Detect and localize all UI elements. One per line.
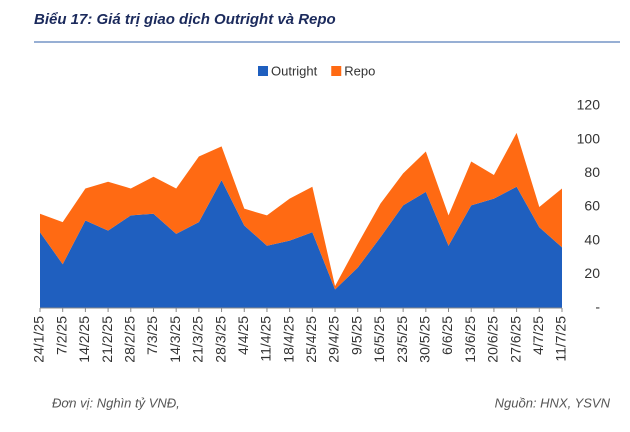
x-tick-label: 28/3/25	[212, 316, 228, 363]
y-tick-label: 100	[577, 130, 601, 146]
area-repo	[40, 132, 562, 290]
y-tick-label: 20	[584, 265, 600, 281]
x-tick-label: 11/4/25	[258, 316, 274, 362]
y-tick-label: 60	[584, 198, 600, 214]
x-tick-label: 30/5/25	[417, 316, 433, 363]
y-tick-label: 40	[584, 231, 600, 247]
x-tick-label: 4/4/25	[235, 316, 251, 355]
legend-label: Outright	[271, 63, 318, 78]
y-tick-label: -	[595, 299, 600, 315]
x-tick-label: 21/2/25	[99, 316, 115, 363]
x-tick-label: 24/1/25	[31, 316, 47, 363]
x-tick-label: 4/7/25	[530, 316, 546, 355]
area-outright	[40, 180, 562, 308]
x-tick-label: 29/4/25	[326, 316, 342, 363]
unit-note: Đơn vị: Nghìn tỷ VNĐ,	[52, 395, 180, 410]
x-tick-label: 23/5/25	[394, 316, 410, 363]
x-tick-label: 18/4/25	[280, 316, 296, 363]
x-tick-label: 27/6/25	[507, 316, 523, 363]
y-tick-label: 120	[577, 97, 601, 113]
x-tick-label: 7/3/25	[144, 316, 160, 355]
x-tick-label: 16/5/25	[371, 316, 387, 363]
x-tick-label: 14/3/25	[167, 316, 183, 363]
x-tick-label: 28/2/25	[121, 316, 137, 363]
legend-swatch	[258, 66, 268, 76]
chart-title: Biểu 17: Giá trị giao dịch Outright và R…	[34, 11, 336, 28]
legend-label: Repo	[344, 63, 375, 78]
x-tick-label: 11/7/25	[553, 316, 569, 362]
y-tick-label: 80	[584, 164, 600, 180]
x-tick-label: 14/2/25	[76, 316, 92, 363]
source-note: Nguồn: HNX, YSVN	[495, 395, 611, 410]
x-tick-label: 9/5/25	[348, 316, 364, 355]
legend-swatch	[331, 66, 342, 76]
x-tick-label: 25/4/25	[303, 316, 319, 363]
x-tick-label: 7/2/25	[53, 316, 69, 355]
x-tick-label: 21/3/25	[190, 316, 206, 363]
x-tick-label: 6/6/25	[439, 316, 455, 355]
x-tick-label: 13/6/25	[462, 316, 478, 363]
x-tick-label: 20/6/25	[485, 316, 501, 363]
